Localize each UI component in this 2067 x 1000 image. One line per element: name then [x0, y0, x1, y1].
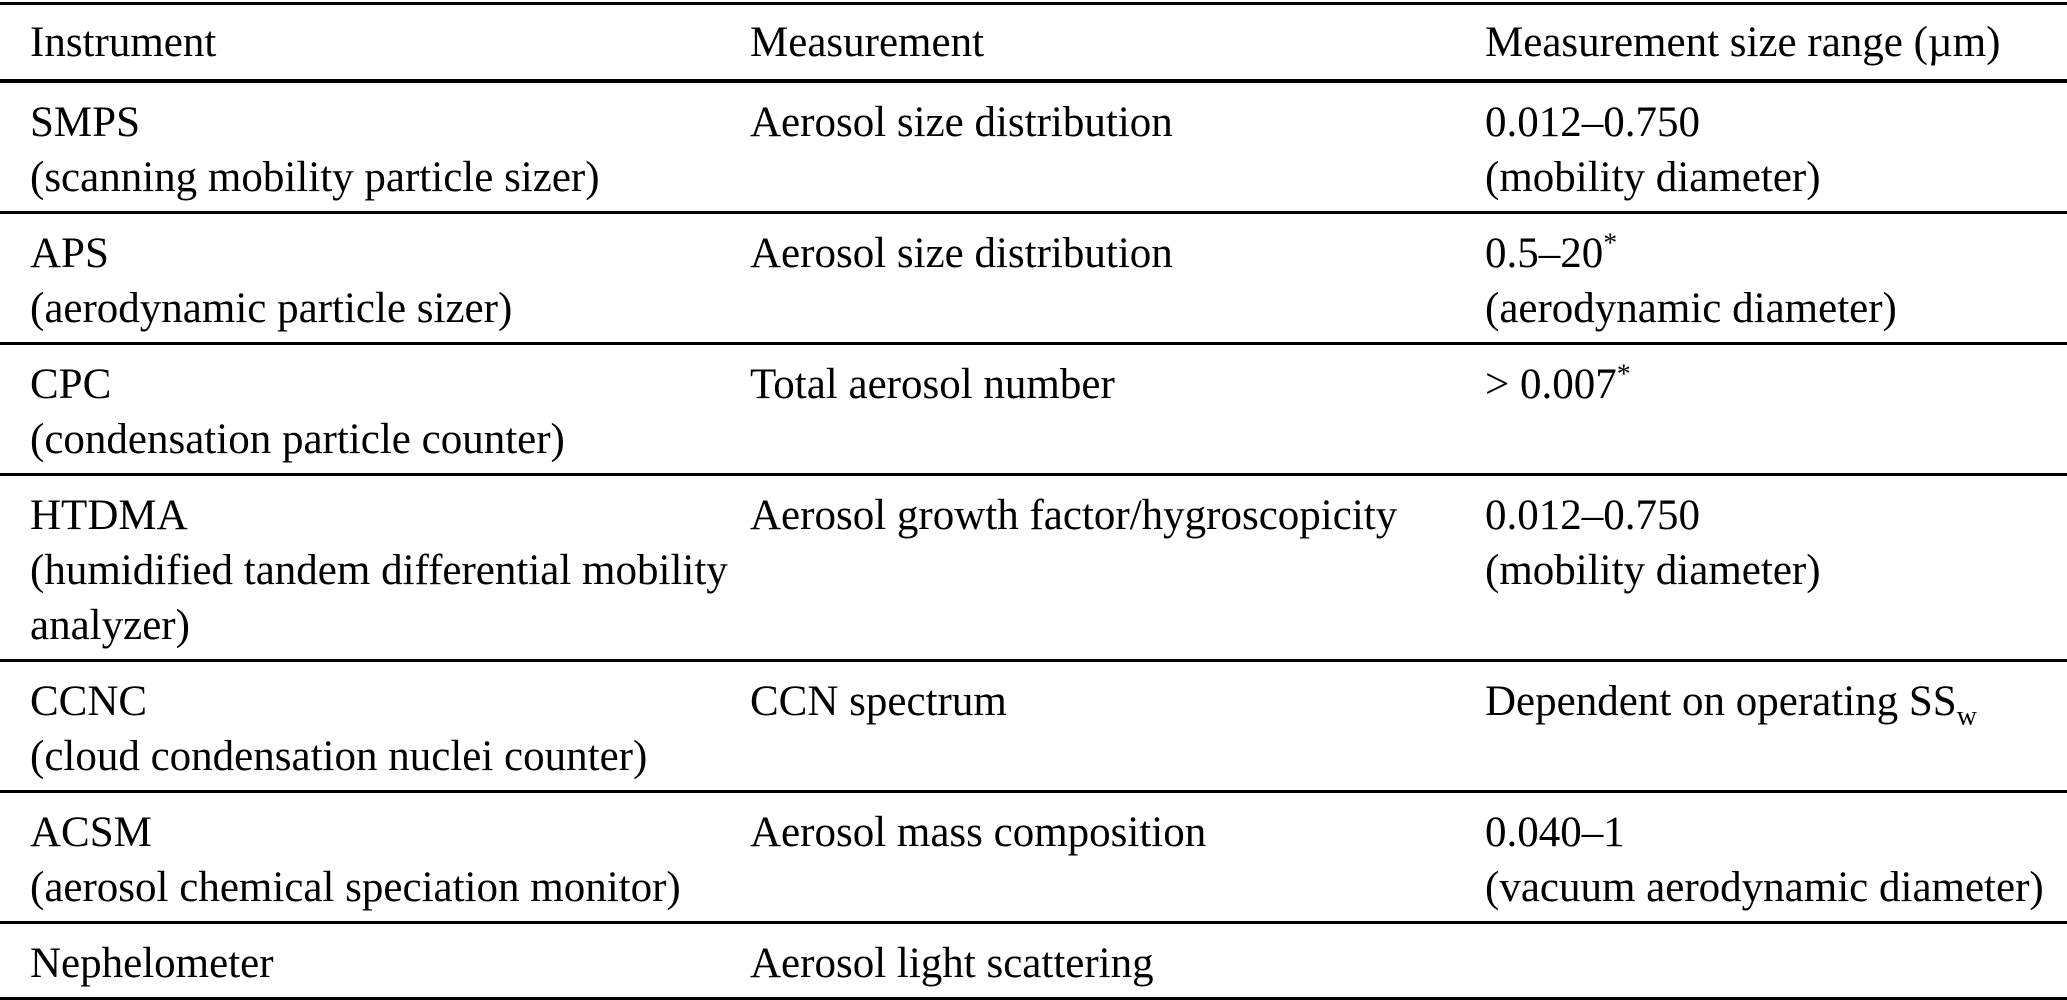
measurement-text: Aerosol growth factor/hygroscopicity: [750, 492, 1398, 540]
instrument-full-name: (humidified tandem differential mobility…: [30, 547, 728, 650]
range-cell: 0.012–0.750 (mobility diameter): [1485, 81, 2067, 215]
table-row-htdma: HTDMA (humidified tandem differential mo…: [0, 474, 2067, 663]
range-cell: 0.5–20* (aerodynamic diameter): [1485, 212, 2067, 346]
measurement-cell: Aerosol growth factor/hygroscopicity: [750, 474, 1485, 663]
range-value: 0.5–20*: [1485, 226, 2057, 281]
instrument-cell: CCNC (cloud condensation nuclei counter): [0, 660, 750, 794]
range-value: 0.040–1: [1485, 805, 2057, 860]
instrument-full-name: (aerosol chemical speciation monitor): [30, 864, 681, 912]
range-cell: 0.040–1 (vacuum aerodynamic diameter): [1485, 791, 2067, 925]
range-diameter-note: (mobility diameter): [1485, 154, 1821, 202]
measurement-cell: Aerosol light scattering: [750, 922, 1485, 1000]
measurement-cell: Total aerosol number: [750, 343, 1485, 477]
table-row-ccnc: CCNC (cloud condensation nuclei counter)…: [0, 660, 2067, 794]
header-size-range: Measurement size range (µm): [1485, 3, 2067, 84]
instrument-abbr: CPC: [30, 361, 112, 409]
header-instrument: Instrument: [0, 3, 750, 84]
measurement-cell: CCN spectrum: [750, 660, 1485, 794]
measurement-text: Total aerosol number: [750, 361, 1115, 409]
instrument-full-name: (scanning mobility particle sizer): [30, 154, 600, 202]
measurement-text: Aerosol light scattering: [750, 940, 1154, 988]
range-value: > 0.007*: [1485, 357, 2057, 412]
instrument-cell: HTDMA (humidified tandem differential mo…: [0, 474, 750, 663]
instrument-cell: Nephelometer: [0, 922, 750, 1000]
measurement-text: Aerosol size distribution: [750, 99, 1173, 147]
table-body: SMPS (scanning mobility particle sizer) …: [0, 81, 2067, 1000]
table-row-acsm: ACSM (aerosol chemical speciation monito…: [0, 791, 2067, 925]
instrument-abbr: Nephelometer: [30, 940, 274, 988]
instrument-cell: SMPS (scanning mobility particle sizer): [0, 81, 750, 215]
instrument-abbr: APS: [30, 230, 109, 278]
range-diameter-note: (mobility diameter): [1485, 547, 1821, 595]
range-main: Dependent on operating SS: [1485, 678, 1957, 726]
instrument-abbr: CCNC: [30, 678, 148, 726]
instrument-full-name: (condensation particle counter): [30, 416, 565, 464]
measurement-text: Aerosol mass composition: [750, 809, 1207, 857]
table-row-smps: SMPS (scanning mobility particle sizer) …: [0, 81, 2067, 215]
range-diameter-note: (vacuum aerodynamic diameter): [1485, 864, 2044, 912]
range-value: 0.012–0.750: [1485, 488, 2057, 543]
measurement-cell: Aerosol size distribution: [750, 212, 1485, 346]
range-cell: 0.012–0.750 (mobility diameter): [1485, 474, 2067, 663]
range-value: Dependent on operating SSw: [1485, 674, 2057, 732]
instrument-abbr: SMPS: [30, 99, 140, 147]
measurement-text: CCN spectrum: [750, 678, 1007, 726]
instrument-abbr: ACSM: [30, 809, 152, 857]
instrument-full-name: (aerodynamic particle sizer): [30, 285, 513, 333]
range-cell: Dependent on operating SSw: [1485, 660, 2067, 794]
range-asterisk: *: [1616, 358, 1631, 390]
table-row-aps: APS (aerodynamic particle sizer) Aerosol…: [0, 212, 2067, 346]
range-main: > 0.007: [1485, 361, 1617, 409]
range-main: 0.5–20: [1485, 230, 1604, 278]
range-subscript: w: [1956, 700, 1977, 732]
range-main: 0.012–0.750: [1485, 99, 1700, 147]
header-row: Instrument Measurement Measurement size …: [0, 3, 2067, 84]
table-row-cpc: CPC (condensation particle counter) Tota…: [0, 343, 2067, 477]
range-value: 0.012–0.750: [1485, 95, 2057, 150]
instrument-cell: ACSM (aerosol chemical speciation monito…: [0, 791, 750, 925]
range-main: 0.040–1: [1485, 809, 1625, 857]
header-measurement: Measurement: [750, 3, 1485, 84]
instrument-cell: CPC (condensation particle counter): [0, 343, 750, 477]
range-asterisk: *: [1603, 227, 1618, 259]
range-cell: > 0.007*: [1485, 343, 2067, 477]
instrument-abbr: HTDMA: [30, 492, 188, 540]
range-cell: [1485, 922, 2067, 1000]
instrument-cell: APS (aerodynamic particle sizer): [0, 212, 750, 346]
measurement-text: Aerosol size distribution: [750, 230, 1173, 278]
table-row-nephelometer: Nephelometer Aerosol light scattering: [0, 922, 2067, 1000]
table-header: Instrument Measurement Measurement size …: [0, 3, 2067, 84]
range-main: 0.012–0.750: [1485, 492, 1700, 540]
instrument-full-name: (cloud condensation nuclei counter): [30, 733, 648, 781]
range-diameter-note: (aerodynamic diameter): [1485, 285, 1897, 333]
measurement-cell: Aerosol mass composition: [750, 791, 1485, 925]
measurement-cell: Aerosol size distribution: [750, 81, 1485, 215]
